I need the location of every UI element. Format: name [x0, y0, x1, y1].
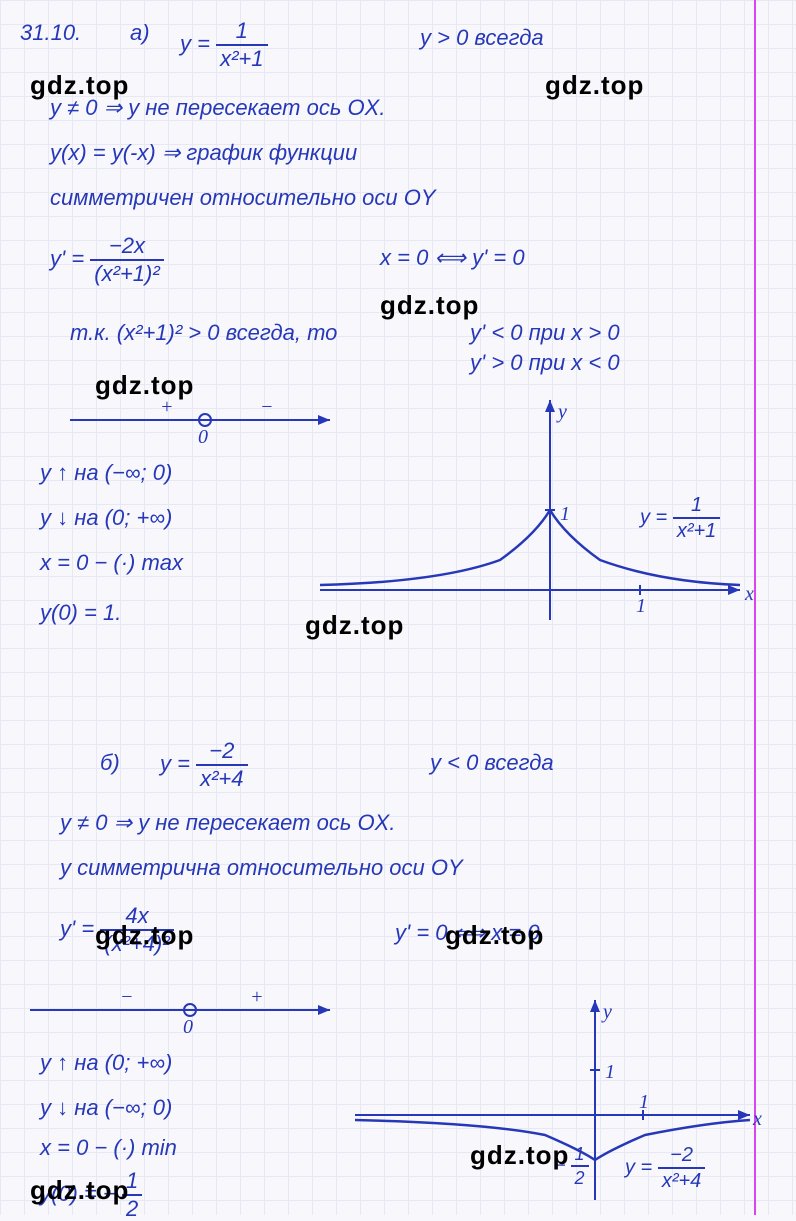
part-b-min: x = 0 − (·) min	[40, 1135, 177, 1161]
part-a-cond: y > 0 всегда	[420, 25, 544, 51]
part-a-deriv: y' = −2x (x²+1)²	[50, 235, 164, 285]
part-a-inc: y ↑ на (−∞; 0)	[40, 460, 172, 486]
svg-text:1: 1	[639, 1091, 649, 1113]
part-a-note1: т.к. (x²+1)² > 0 всегда, то	[70, 320, 337, 346]
num: 1	[571, 1145, 589, 1167]
part-a-line3: симметричен относительно оси OY	[50, 185, 436, 211]
func-frac: 1 x²+1	[216, 20, 267, 70]
part-a-dec: y ↓ на (0; +∞)	[40, 505, 172, 531]
num: −2x	[90, 235, 163, 261]
num: −2	[658, 1145, 705, 1169]
den: x²+1	[673, 519, 720, 541]
deriv-eq: y' =	[60, 916, 94, 941]
svg-text:1: 1	[560, 503, 570, 525]
part-a-label: а)	[130, 20, 150, 46]
den: x²+4	[658, 1169, 705, 1191]
part-a-note2: y' < 0 при x > 0	[470, 320, 620, 346]
func-eq: y =	[180, 31, 210, 56]
sign-line-a: + − 0	[70, 395, 350, 445]
deriv-eq: y' =	[50, 246, 84, 271]
watermark: gdz.top	[545, 70, 644, 101]
frac: −2 x²+4	[658, 1145, 705, 1191]
num: 1	[673, 495, 720, 519]
num: −2	[196, 740, 247, 766]
frac: 1 2	[571, 1145, 589, 1187]
num: 1	[216, 20, 267, 46]
part-a-note3: y' > 0 при x < 0	[470, 350, 620, 376]
den: x²+1	[216, 46, 267, 70]
watermark: gdz.top	[95, 370, 194, 401]
svg-text:−: −	[260, 396, 274, 418]
graph-b-label: y = −2 x²+4	[625, 1145, 705, 1191]
part-b-inc: y ↑ на (0; +∞)	[40, 1050, 172, 1076]
deriv-frac: −2x (x²+1)²	[90, 235, 163, 285]
watermark: gdz.top	[30, 1175, 129, 1206]
part-b-func: y = −2 x²+4	[160, 740, 248, 790]
part-a-crit: x = 0 ⟺ y' = 0	[380, 245, 525, 271]
watermark: gdz.top	[30, 70, 129, 101]
part-b-label: б)	[100, 750, 120, 776]
svg-text:0: 0	[198, 426, 208, 445]
lbl: y =	[640, 506, 667, 528]
svg-text:1: 1	[636, 595, 646, 617]
svg-text:0: 0	[183, 1016, 193, 1035]
part-b-line2: y симметрична относительно оси OY	[60, 855, 463, 881]
part-a-line2: y(x) = y(-x) ⇒ график функции	[50, 140, 357, 166]
part-b-dec: y ↓ на (−∞; 0)	[40, 1095, 172, 1121]
watermark: gdz.top	[445, 920, 544, 951]
part-a-func: y = 1 x²+1	[180, 20, 268, 70]
part-b-cond: y < 0 всегда	[430, 750, 554, 776]
watermark: gdz.top	[305, 610, 404, 641]
part-a-val: y(0) = 1.	[40, 600, 121, 626]
svg-text:−: −	[120, 986, 134, 1008]
sign-line-b: − + 0	[30, 985, 350, 1035]
watermark: gdz.top	[95, 920, 194, 951]
watermark: gdz.top	[470, 1140, 569, 1171]
problem-number: 31.10.	[20, 20, 81, 46]
lbl: y =	[625, 1156, 652, 1178]
svg-text:x: x	[752, 1108, 762, 1130]
func-frac: −2 x²+4	[196, 740, 247, 790]
graph-a-label: y = 1 x²+1	[640, 495, 720, 541]
frac: 1 x²+1	[673, 495, 720, 541]
den: 2	[571, 1167, 589, 1187]
svg-text:+: +	[250, 986, 264, 1008]
svg-text:y: y	[601, 1001, 612, 1023]
part-a-max: x = 0 − (·) max	[40, 550, 183, 576]
den: (x²+1)²	[90, 261, 163, 285]
svg-text:y: y	[556, 401, 567, 423]
svg-text:1: 1	[605, 1061, 615, 1083]
func-eq: y =	[160, 751, 190, 776]
part-b-line1: y ≠ 0 ⇒ y не пересекает ось OX.	[60, 810, 395, 836]
svg-text:x: x	[744, 583, 754, 605]
watermark: gdz.top	[380, 290, 479, 321]
den: x²+4	[196, 766, 247, 790]
